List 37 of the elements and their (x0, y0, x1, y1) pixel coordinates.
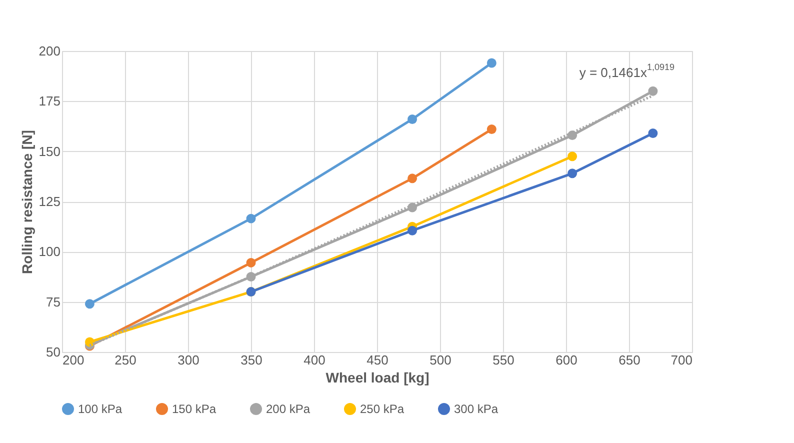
legend-label: 300 kPa (454, 402, 498, 416)
x-tick-label: 500 (430, 352, 452, 368)
x-tick-label: 200 (62, 352, 84, 368)
x-tick-label: 600 (556, 352, 578, 368)
point (84, 299, 94, 309)
point (568, 152, 578, 162)
y-tick-label: 150 (38, 144, 60, 159)
point (246, 214, 256, 224)
y-tick-label: 125 (38, 194, 60, 209)
point (648, 128, 658, 138)
y-tick-label: 100 (38, 244, 60, 260)
y-tick-label: 50 (46, 344, 60, 360)
x-tick-label: 350 (240, 352, 262, 368)
x-tick-label: 650 (618, 352, 640, 368)
legend-label: 100 kPa (78, 402, 122, 416)
point (408, 174, 418, 184)
y-tick-label: 75 (46, 294, 60, 310)
x-tick-label: 400 (304, 352, 326, 368)
x-tick-label: 550 (492, 352, 514, 368)
y-tick-label: 200 (38, 44, 60, 58)
y-tick-label: 175 (38, 94, 60, 109)
point (246, 258, 256, 268)
x-tick-label: 450 (366, 352, 388, 368)
legend-label: 150 kPa (172, 402, 216, 416)
point (408, 226, 418, 236)
point (408, 114, 418, 124)
x-tick-label: 250 (114, 352, 136, 368)
point (568, 168, 578, 178)
legend-label: 200 kPa (266, 402, 310, 416)
x-tick-label: 300 (178, 352, 200, 368)
x-axis-title: Wheel load [kg] (326, 370, 430, 386)
x-tick-label: 700 (670, 352, 692, 368)
point (648, 86, 658, 96)
y-axis-title: Rolling resistance [N] (18, 130, 35, 274)
point (486, 124, 496, 134)
legend-label: 250 kPa (360, 402, 404, 416)
point (486, 58, 496, 68)
